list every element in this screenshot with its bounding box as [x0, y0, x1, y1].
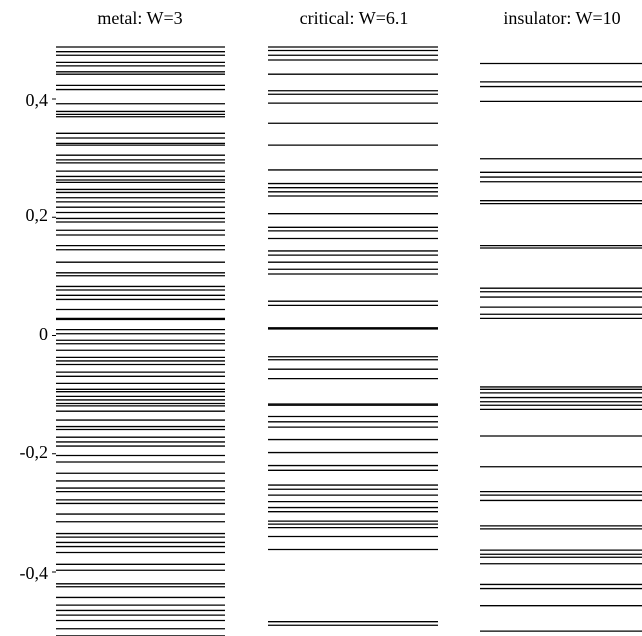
levels-insulator	[480, 62, 642, 632]
y-tick-label: 0,4	[26, 90, 49, 110]
y-tick-label: 0,2	[26, 205, 49, 225]
y-tick-label: -0,4	[20, 563, 49, 583]
levels-metal	[56, 46, 225, 636]
panel-title-metal: metal: W=3	[97, 8, 182, 28]
panel-metal: metal: W=3	[56, 8, 225, 636]
panel-critical: critical: W=6.1	[268, 8, 438, 626]
y-tick-label: 0	[39, 324, 48, 344]
panel-title-insulator: insulator: W=10	[503, 8, 620, 28]
y-axis-tick-labels: 0,4 0,2 0 -0,2 -0,4	[20, 90, 49, 583]
panel-insulator: insulator: W=10	[480, 8, 642, 632]
levels-critical	[268, 46, 438, 626]
y-tick-label: -0,2	[20, 442, 49, 462]
panel-title-critical: critical: W=6.1	[300, 8, 409, 28]
